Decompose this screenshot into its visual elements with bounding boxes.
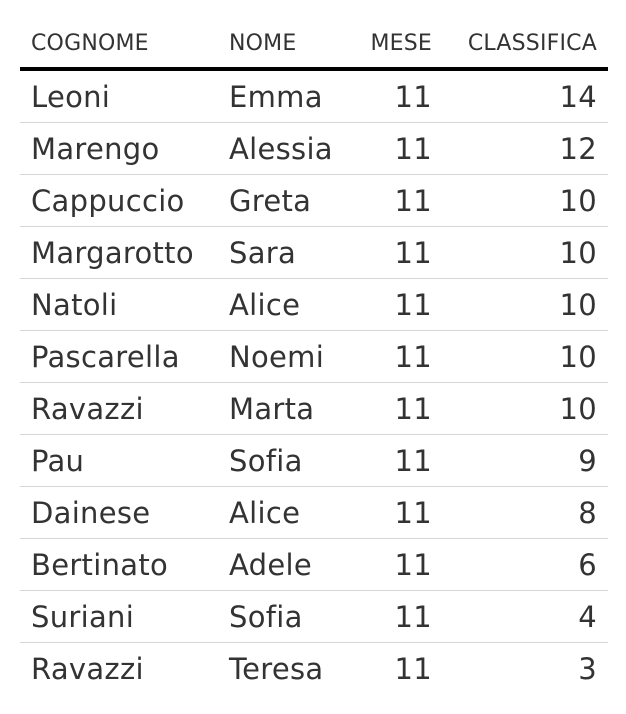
- table-row: Pascarella Noemi 11 10: [20, 330, 608, 383]
- cell-mese: 11: [343, 330, 443, 383]
- column-header-nome: NOME: [218, 20, 343, 71]
- table-row: Suriani Sofia 11 4: [20, 590, 608, 643]
- cell-cognome: Pau: [20, 434, 218, 487]
- header-row: COGNOME NOME MESE CLASSIFICA: [20, 20, 608, 71]
- table-row: Dainese Alice 11 8: [20, 486, 608, 539]
- cell-nome: Marta: [218, 382, 343, 435]
- table-row: Marengo Alessia 11 12: [20, 122, 608, 175]
- cell-classifica: 6: [443, 538, 608, 591]
- cell-nome: Sofia: [218, 590, 343, 643]
- cell-mese: 11: [343, 486, 443, 539]
- cell-nome: Alice: [218, 486, 343, 539]
- cell-cognome: Suriani: [20, 590, 218, 643]
- table-body: Leoni Emma 11 14 Marengo Alessia 11 12 C…: [20, 69, 608, 694]
- cell-mese: 11: [343, 382, 443, 435]
- table-row: Leoni Emma 11 14: [20, 69, 608, 123]
- cell-cognome: Ravazzi: [20, 382, 218, 435]
- cell-mese: 11: [343, 538, 443, 591]
- cell-mese: 11: [343, 278, 443, 331]
- cell-classifica: 4: [443, 590, 608, 643]
- cell-cognome: Natoli: [20, 278, 218, 331]
- cell-classifica: 10: [443, 174, 608, 227]
- table-header: COGNOME NOME MESE CLASSIFICA: [20, 20, 608, 71]
- cell-classifica: 10: [443, 278, 608, 331]
- cell-mese: 11: [343, 590, 443, 643]
- table-row: Bertinato Adele 11 6: [20, 538, 608, 591]
- column-header-classifica: CLASSIFICA: [443, 20, 608, 71]
- cell-cognome: Marengo: [20, 122, 218, 175]
- table-row: Pau Sofia 11 9: [20, 434, 608, 487]
- cell-nome: Noemi: [218, 330, 343, 383]
- cell-classifica: 10: [443, 330, 608, 383]
- cell-classifica: 10: [443, 226, 608, 279]
- cell-classifica: 8: [443, 486, 608, 539]
- cell-classifica: 3: [578, 651, 597, 686]
- column-header-mese: MESE: [343, 20, 443, 71]
- cell-nome: Greta: [218, 174, 343, 227]
- cell-nome: Alessia: [218, 122, 343, 175]
- cell-nome: Teresa: [229, 651, 324, 686]
- cell-mese: 11: [343, 174, 443, 227]
- cell-nome: Sara: [218, 226, 343, 279]
- cell-cognome: Bertinato: [20, 538, 218, 591]
- table-row: Ravazzi Teresa 11 3: [20, 643, 608, 695]
- cell-cognome: Dainese: [20, 486, 218, 539]
- cell-mese: 11: [343, 122, 443, 175]
- cell-nome: Sofia: [218, 434, 343, 487]
- ranking-table-container: COGNOME NOME MESE CLASSIFICA Leoni Emma …: [20, 20, 608, 694]
- table-row: Ravazzi Marta 11 10: [20, 382, 608, 435]
- cell-cognome: Ravazzi: [31, 651, 144, 686]
- cell-classifica: 14: [443, 69, 608, 123]
- ranking-table: COGNOME NOME MESE CLASSIFICA Leoni Emma …: [20, 20, 608, 694]
- cell-mese: 11: [343, 434, 443, 487]
- cell-cognome: Leoni: [20, 69, 218, 123]
- cell-cognome: Pascarella: [20, 330, 218, 383]
- table-row: Natoli Alice 11 10: [20, 278, 608, 331]
- cell-nome: Emma: [218, 69, 343, 123]
- cell-classifica: 10: [443, 382, 608, 435]
- table-row: Cappuccio Greta 11 10: [20, 174, 608, 227]
- cell-classifica: 12: [443, 122, 608, 175]
- cell-nome: Alice: [218, 278, 343, 331]
- cell-mese: 11: [343, 226, 443, 279]
- cell-nome: Adele: [218, 538, 343, 591]
- column-header-cognome: COGNOME: [20, 20, 218, 71]
- cell-classifica: 9: [443, 434, 608, 487]
- cell-cognome: Margarotto: [20, 226, 218, 279]
- cell-mese: 11: [343, 69, 443, 123]
- cell-cognome: Cappuccio: [20, 174, 218, 227]
- cell-mese: 11: [394, 651, 432, 686]
- table-row: Margarotto Sara 11 10: [20, 226, 608, 279]
